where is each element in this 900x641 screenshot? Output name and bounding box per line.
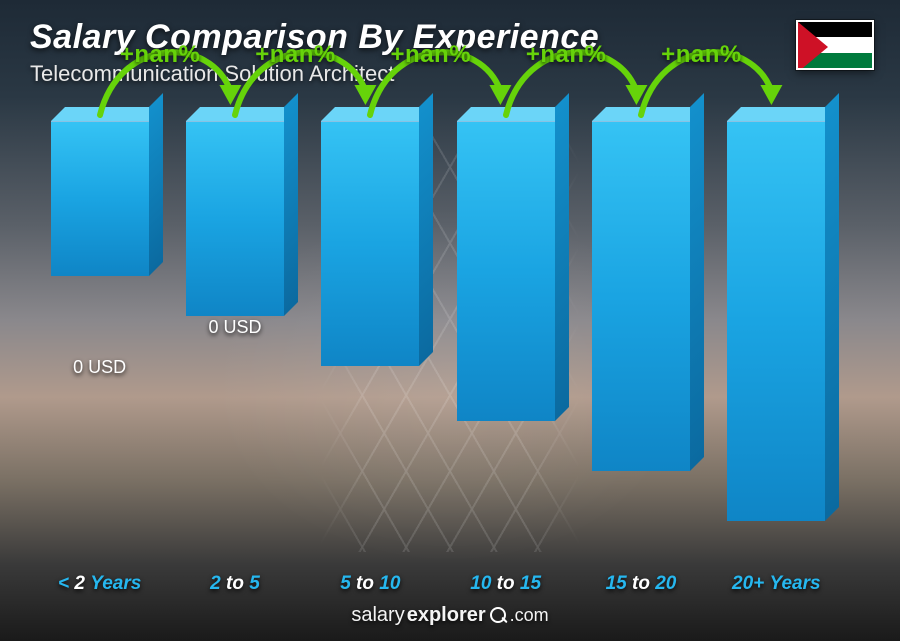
salary-bar (727, 121, 825, 521)
bar-column: 0 USD20+ Years (713, 121, 840, 561)
brand-part2: explorer (407, 604, 486, 627)
bar-column: 0 USD15 to 20 (577, 121, 704, 561)
search-icon (490, 607, 508, 625)
growth-delta-label: +nan% (526, 41, 607, 69)
x-axis-category: 2 to 5 (210, 573, 260, 595)
x-axis-category: 10 to 15 (470, 573, 541, 595)
x-axis-category: < 2 Years (58, 573, 141, 595)
growth-delta-label: +nan% (120, 41, 201, 69)
brand-domain: .com (510, 605, 549, 626)
x-axis-category: 15 to 20 (606, 573, 677, 595)
salary-bar (321, 121, 419, 366)
bar-value-label: 0 USD (73, 357, 126, 378)
growth-delta-label: +nan% (391, 41, 472, 69)
salary-bar (51, 121, 149, 276)
footer-attribution: salaryexplorer .com (0, 604, 900, 627)
flag-triangle (798, 22, 828, 70)
salary-bar (457, 121, 555, 421)
x-axis-category: 20+ Years (732, 573, 821, 595)
bar-column: 0 USD< 2 Years (36, 121, 163, 561)
bar-column: 0 USD10 to 15 (442, 121, 569, 561)
salary-bar (592, 121, 690, 471)
infographic-stage: Salary Comparison By Experience Telecomm… (0, 0, 900, 641)
growth-delta-label: +nan% (661, 41, 742, 69)
bar-value-label: 0 USD (208, 317, 261, 338)
brand-logo: salaryexplorer .com (351, 604, 548, 627)
country-flag (796, 20, 874, 70)
salary-bar (186, 121, 284, 316)
bar-column: 0 USD5 to 10 (307, 121, 434, 561)
brand-part1: salary (351, 604, 404, 627)
x-axis-category: 5 to 10 (340, 573, 400, 595)
salary-bar-chart: 0 USD< 2 Years0 USD2 to 50 USD5 to 100 U… (36, 121, 840, 561)
bar-column: 0 USD2 to 5 (171, 121, 298, 561)
growth-delta-label: +nan% (255, 41, 336, 69)
